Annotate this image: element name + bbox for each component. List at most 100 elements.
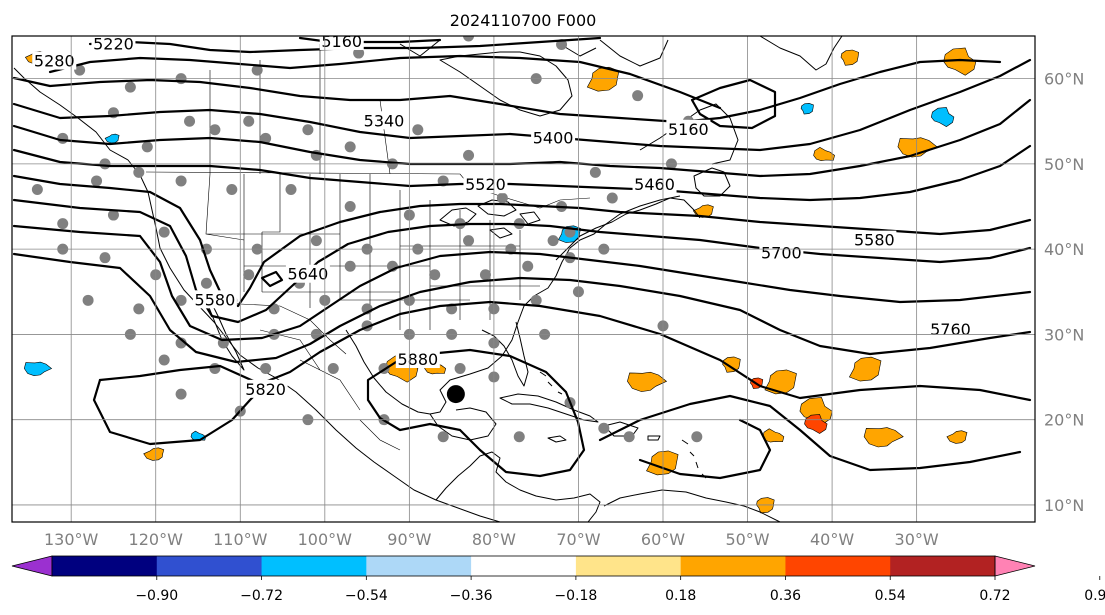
station-dot [133,303,145,315]
contour-5580-trough [12,174,1032,308]
station-dot [632,90,644,102]
contour-label-bg [362,111,406,130]
station-dot [158,226,170,238]
station-dot [209,124,221,136]
lon-tick-label: 120°W [129,530,184,549]
station-dot [463,36,475,42]
station-dot [158,354,170,366]
station-dot [463,149,475,161]
contour-label: 5160 [321,32,362,51]
anomaly-patch [104,133,120,144]
lat-tick-label: 50°N [1044,155,1084,174]
map-gridlines [12,36,1035,522]
station-dot [57,218,69,230]
colorbar-extend-low [11,555,53,577]
contour-5340 [12,58,1002,124]
contour-5820 [98,300,1032,402]
contour-5280 [48,54,722,110]
lon-tick-label: 70°W [556,530,600,549]
contour-small-high [260,270,284,288]
colorbar-tick-label: −0.72 [240,588,283,604]
station-dot [691,431,703,443]
station-dot [344,201,356,213]
station-dot [99,252,111,264]
station-dot [353,47,365,59]
contour-label-bg [759,243,804,262]
contour-label-bg [192,290,237,309]
contour-label: 5460 [634,175,675,194]
colorbar-tick-label: 0.36 [770,588,801,604]
contour-5460 [12,98,1032,178]
highlight-station-marker [446,385,465,404]
colorbar-extend-high [994,555,1036,577]
colorbar-segment [156,556,263,576]
station-dot [522,260,534,272]
canada-provinces [209,44,391,175]
lat-tick-label: 60°N [1044,70,1084,89]
anomaly-patch [143,447,165,461]
contour-5160-east [690,78,777,130]
colorbar-segments [11,555,1036,577]
colorbar-segment [52,556,158,576]
contour-label-bg [395,350,440,368]
anomaly-patch [764,369,797,395]
longitude-tick-labels: 130°W 120°W 110°W 100°W 90°W 80°W 70°W 60°W 50°W… [44,530,939,549]
contour-label: 5520 [465,175,506,194]
station-dot [260,132,272,144]
contour-labels: 5220 5160 5280 5340 5400 5160 5460 5520 5580 5640… [32,32,973,399]
anomaly-patch [863,427,904,448]
station-dot [141,141,153,153]
contour-label-bg [928,320,973,339]
station-dot [175,337,187,349]
coastline-newfoundland [693,167,731,197]
contour-label: 5640 [288,265,329,284]
station-dot [175,175,187,187]
station-dot [175,388,187,400]
colorbar-tick-label: −0.18 [554,588,597,604]
station-dot [496,192,508,204]
station-dot [589,166,601,178]
colorbar-segment [680,556,786,576]
station-dot [243,115,255,127]
colorbar-tick-label: −0.90 [135,588,178,604]
anomaly-patch [804,414,828,434]
station-dot [412,124,424,136]
lon-tick-label: 100°W [298,530,353,549]
station-dot [209,363,221,375]
station-dot [344,141,356,153]
station-dot [82,294,94,306]
anomaly-patch [840,49,860,66]
station-dot [623,431,635,443]
colorbar-segment [890,556,996,576]
coastline-puerto-rico [647,435,661,441]
station-dot [226,183,238,195]
great-lakes [439,199,541,239]
map-frame [11,35,1036,523]
anomaly-patch [930,107,955,127]
lon-tick-label: 30°W [895,530,939,549]
station-dot [429,269,441,281]
station-dot [184,115,196,127]
station-dot [454,363,466,375]
station-dot [200,277,212,289]
anomaly-patch [848,356,882,382]
station-dot [251,64,263,76]
contour-label-bg [463,175,508,194]
latitude-tick-labels: 10°N 20°N 30°N 40°N 50°N 60°N [1044,70,1084,515]
anomaly-patch [800,102,814,115]
contour-label-bg [666,119,711,138]
station-dot [598,422,610,434]
coastlines-and-borders [13,36,843,522]
colorbar-segment [575,556,682,576]
lon-tick-label: 60°W [641,530,685,549]
station-dot [479,269,491,281]
lat-tick-label: 40°N [1044,240,1084,259]
lon-tick-label: 110°W [213,530,268,549]
contour-5820-loop [92,378,264,446]
lon-tick-label: 40°W [810,530,854,549]
contour-label-bg [319,36,364,50]
colorbar-segment [366,556,472,576]
station-dot [310,235,322,247]
colorbar-segment [471,556,577,576]
contour-label: 5340 [364,111,405,130]
